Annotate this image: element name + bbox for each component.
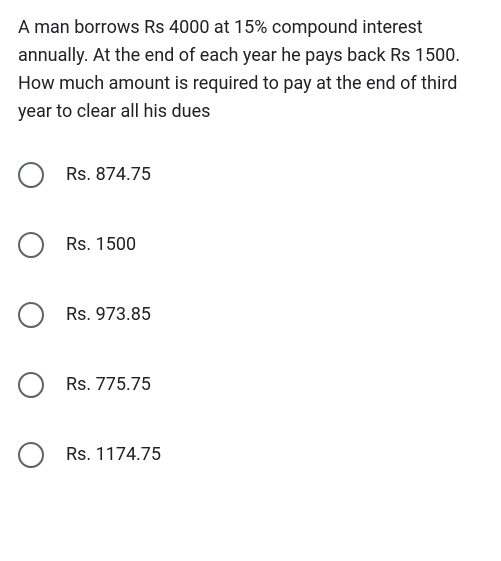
option-4[interactable]: Rs. 1174.75 (18, 442, 483, 468)
radio-icon (18, 442, 44, 468)
option-1[interactable]: Rs. 1500 (18, 232, 483, 258)
option-2[interactable]: Rs. 973.85 (18, 302, 483, 328)
question-text: A man borrows Rs 4000 at 15% compound in… (18, 14, 483, 126)
option-3[interactable]: Rs. 775.75 (18, 372, 483, 398)
options-container: Rs. 874.75 Rs. 1500 Rs. 973.85 Rs. 775.7… (18, 162, 483, 468)
radio-icon (18, 302, 44, 328)
option-label: Rs. 775.75 (66, 374, 151, 395)
radio-icon (18, 162, 44, 188)
option-label: Rs. 973.85 (66, 304, 151, 325)
option-label: Rs. 1174.75 (66, 444, 161, 465)
option-label: Rs. 874.75 (66, 164, 151, 185)
radio-icon (18, 232, 44, 258)
option-label: Rs. 1500 (66, 234, 136, 255)
radio-icon (18, 372, 44, 398)
option-0[interactable]: Rs. 874.75 (18, 162, 483, 188)
